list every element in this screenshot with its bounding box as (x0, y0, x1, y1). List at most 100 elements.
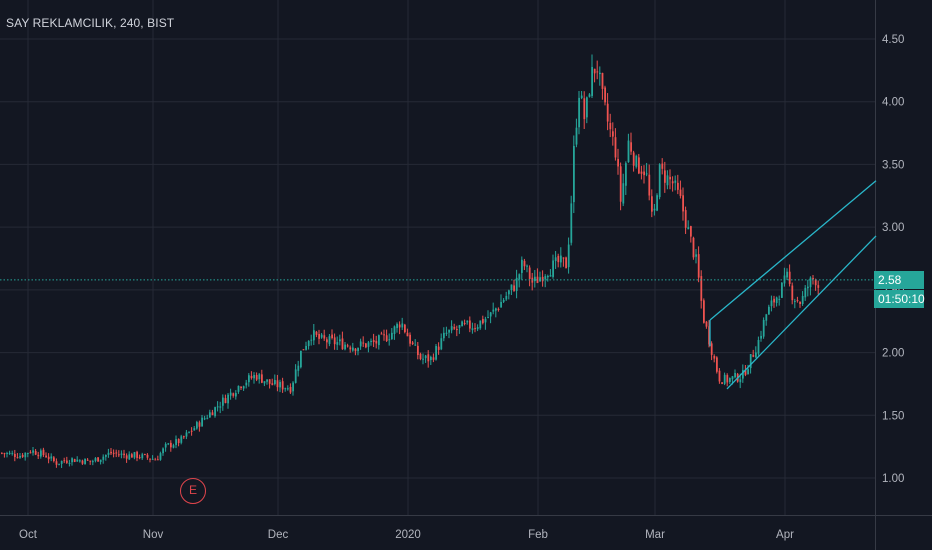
candle-body-162 (422, 358, 424, 360)
candle-body-149 (388, 339, 391, 341)
candle-body-201 (523, 260, 526, 267)
time-axis[interactable]: Oct Nov Dec 2020 Feb Mar Apr (19, 529, 794, 541)
candle-body-168 (437, 346, 440, 350)
candle-body-222 (578, 97, 580, 128)
candle-body-245 (638, 157, 640, 174)
price-axis[interactable]: 4.504.003.503.002.502.001.501.00 (882, 34, 904, 485)
candle-body-141 (367, 342, 370, 347)
candle-body-211 (549, 275, 552, 277)
candle-body-270 (703, 300, 705, 323)
candle-body-241 (627, 140, 630, 163)
candle-body-202 (526, 265, 528, 267)
candle-body-307 (799, 301, 801, 305)
candle-body-203 (528, 267, 531, 279)
candle-body-169 (440, 338, 443, 350)
candle-body-174 (453, 326, 456, 329)
candle-body-136 (354, 348, 357, 352)
candle-body-197 (513, 285, 515, 291)
candle-body-97 (253, 375, 255, 379)
candle-body-104 (271, 383, 274, 385)
candle-body-123 (320, 334, 323, 338)
candle-body-255 (664, 170, 666, 183)
candle-body-293 (762, 319, 765, 337)
candle-body-239 (622, 183, 625, 204)
candle-body-148 (385, 335, 388, 342)
candle-body-249 (648, 174, 651, 196)
candle-body-277 (721, 382, 723, 384)
candle-body-164 (427, 354, 430, 362)
candle-body-265 (690, 226, 692, 237)
candle-body-106 (276, 380, 279, 388)
candle-body-57 (149, 458, 151, 460)
candle-body-205 (534, 276, 536, 282)
candle-body-267 (695, 254, 697, 257)
candle-body-213 (554, 257, 557, 262)
candle-body-77 (201, 417, 203, 427)
candle-body-42 (110, 451, 112, 454)
candle-body-282 (734, 373, 736, 378)
candle-body-74 (193, 428, 196, 431)
candle-body-165 (430, 356, 432, 361)
candle-body-51 (133, 452, 136, 458)
earnings-event-marker[interactable]: E (180, 478, 206, 504)
candle-body-226 (588, 94, 591, 97)
price-tick-label: 1.50 (882, 410, 904, 422)
candle-body-231 (601, 72, 604, 89)
candle-body-285 (742, 370, 744, 379)
candle-body-5 (14, 453, 16, 458)
candle-body-146 (380, 333, 383, 335)
candle-body-248 (645, 173, 648, 175)
trend-channel-lower[interactable] (726, 235, 877, 390)
trend-channel[interactable] (709, 180, 877, 390)
price-tick-label: 3.00 (882, 222, 904, 234)
candle-body-108 (281, 381, 284, 390)
candle-body-214 (557, 255, 560, 263)
candle-body-4 (11, 453, 14, 455)
candle-body-296 (770, 300, 773, 307)
candle-body-103 (268, 379, 271, 384)
candle-body-39 (102, 456, 105, 460)
candle-body-310 (807, 286, 809, 289)
candle-body-15 (40, 450, 42, 457)
candle-body-247 (643, 171, 645, 176)
candle-body-304 (791, 285, 794, 301)
time-tick-label: Oct (19, 529, 38, 541)
candle-body-286 (744, 370, 747, 375)
candle-body-268 (697, 254, 700, 278)
candle-body-0 (1, 452, 3, 454)
candle-body-232 (604, 87, 606, 103)
candle-body-154 (401, 323, 404, 328)
candle-body-224 (583, 98, 586, 120)
candle-body-242 (630, 142, 632, 152)
candle-body-135 (352, 347, 354, 351)
candle-body-64 (167, 443, 170, 445)
candle-body-33 (86, 459, 89, 461)
candle-body-189 (492, 309, 495, 312)
candle-body-55 (144, 454, 146, 456)
candle-body-31 (81, 460, 84, 464)
candle-body-252 (656, 195, 658, 211)
candle-body-121 (315, 331, 318, 335)
candle-body-303 (788, 271, 791, 284)
candle-body-183 (476, 327, 479, 330)
price-tick-label: 4.50 (882, 34, 904, 46)
candle-body-138 (359, 341, 362, 347)
candle-body-278 (723, 374, 726, 384)
candle-body-110 (287, 388, 289, 390)
candle-body-217 (565, 257, 567, 269)
candle-body-79 (206, 417, 209, 419)
candle-body-109 (284, 388, 287, 390)
candle-body-194 (505, 295, 508, 300)
candle-body-83 (216, 406, 219, 408)
candle-body-32 (84, 458, 86, 465)
trend-channel-upper[interactable] (709, 180, 877, 321)
candle-body-167 (435, 346, 437, 360)
candle-body-117 (305, 345, 307, 350)
candle-body-180 (469, 320, 471, 329)
candle-body-193 (502, 300, 505, 302)
candle-body-254 (661, 163, 664, 169)
candle-body-227 (591, 66, 593, 96)
symbol-title: SAY REKLAMCILIK, 240, BIST (6, 16, 175, 30)
